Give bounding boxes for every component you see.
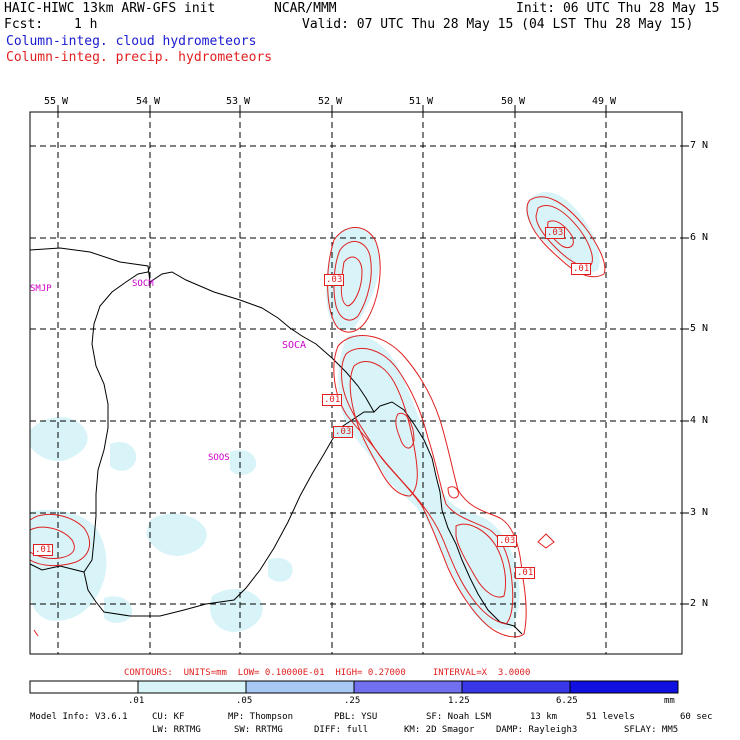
lat-label: 6 N [690, 232, 709, 243]
lon-label: 53 W [226, 96, 251, 107]
lat-label: 3 N [690, 507, 709, 518]
lon-label: 54 W [136, 96, 161, 107]
model-info: 60 sec [680, 712, 713, 722]
model-info: DAMP: Rayleigh3 [496, 725, 578, 735]
colorbar-tick: .25 [344, 696, 361, 706]
contour-value-label: .03 [324, 274, 345, 286]
contour-value-label: .03 [545, 227, 566, 239]
map-frame [29, 111, 683, 655]
station-label: SMJP [30, 284, 52, 294]
forecast-hour: 1 h [74, 17, 98, 32]
model-info: PBL: YSU [334, 712, 378, 722]
colorbar-tick: 6.25 [556, 696, 578, 706]
contour-value-label: .01 [571, 263, 592, 275]
lon-label: 52 W [318, 96, 343, 107]
lon-label: 55 W [44, 96, 69, 107]
colorbar-tick: .01 [128, 696, 145, 706]
contours-info: CONTOURS: UNITS=mm LOW= 0.10000E-01 HIGH… [124, 668, 531, 678]
model-info: SW: RRTMG [234, 725, 283, 735]
plot-title: HAIC-HIWC 13km ARW-GFS init [4, 1, 216, 16]
lat-label: 2 N [690, 598, 709, 609]
model-info: SFLAY: MM5 [624, 725, 679, 735]
colorbar-tick: 1.25 [448, 696, 470, 706]
field-precip-hydrometeors: Column-integ. precip. hydrometeors [6, 50, 273, 65]
lat-label: 5 N [690, 323, 709, 334]
init-time: Init: 06 UTC Thu 28 May 15 [516, 1, 720, 16]
model-info: KM: 2D Smagor [404, 725, 475, 735]
model-info: Model Info: V3.6.1 [30, 712, 128, 722]
lat-label: 7 N [690, 140, 709, 151]
contour-value-label: .01 [322, 394, 343, 406]
precip-hydrometeor-contours [29, 196, 606, 638]
contour-value-label: .03 [333, 426, 354, 438]
contour-value-label: .03 [497, 535, 518, 547]
model-info: DIFF: full [314, 725, 369, 735]
model-info: SF: Noah LSM [426, 712, 492, 722]
valid-time: Valid: 07 UTC Thu 28 May 15 (04 LST Thu … [302, 17, 694, 32]
colorbar-unit: mm [664, 696, 675, 706]
lon-label: 50 W [501, 96, 526, 107]
contour-value-label: .01 [515, 567, 536, 579]
field-cloud-hydrometeors: Column-integ. cloud hydrometeors [6, 34, 257, 49]
forecast-label: Fcst: [4, 17, 44, 32]
station-label: SOCM [132, 279, 154, 289]
lon-label: 51 W [409, 96, 434, 107]
model-info: 51 levels [586, 712, 635, 722]
center-label: NCAR/MMM [274, 1, 337, 16]
lon-label: 49 W [592, 96, 617, 107]
contour-value-label: .01 [33, 544, 54, 556]
model-info: MP: Thompson [228, 712, 294, 722]
cloud-hydrometeor-shading [30, 192, 600, 632]
station-label: SOOS [208, 453, 230, 463]
model-info: 13 km [530, 712, 558, 722]
station-label: SOCA [282, 340, 307, 351]
model-info: CU: KF [152, 712, 185, 722]
axis-ticks [57, 105, 689, 605]
colorbar-tick: .05 [236, 696, 253, 706]
model-info: LW: RRTMG [152, 725, 201, 735]
lat-label: 4 N [690, 415, 709, 426]
